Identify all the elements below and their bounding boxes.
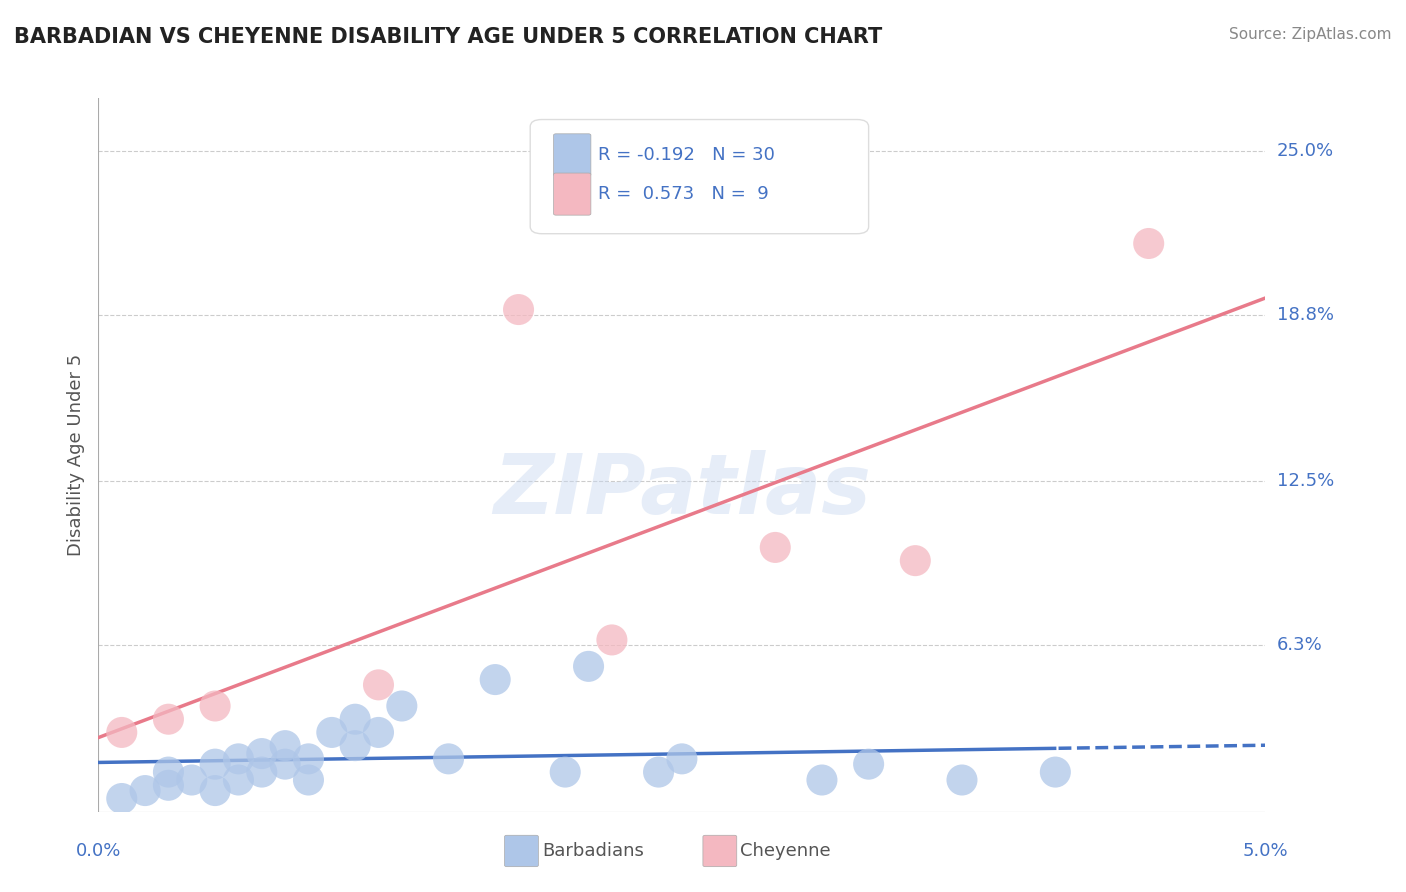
Text: 5.0%: 5.0% — [1243, 842, 1288, 860]
Point — [228, 752, 250, 766]
Point — [904, 554, 927, 568]
Text: ZIPatlas: ZIPatlas — [494, 450, 870, 531]
Point — [321, 725, 343, 739]
Text: Source: ZipAtlas.com: Source: ZipAtlas.com — [1229, 27, 1392, 42]
Text: 18.8%: 18.8% — [1277, 306, 1333, 324]
Text: 6.3%: 6.3% — [1277, 636, 1322, 654]
FancyBboxPatch shape — [554, 134, 591, 176]
Point — [274, 739, 297, 753]
Point — [437, 752, 460, 766]
Point — [204, 783, 226, 797]
Point — [367, 678, 389, 692]
Point — [297, 752, 319, 766]
FancyBboxPatch shape — [703, 835, 737, 867]
FancyBboxPatch shape — [505, 835, 538, 867]
Point — [250, 765, 273, 780]
Text: 12.5%: 12.5% — [1277, 473, 1334, 491]
Point — [157, 778, 180, 792]
Point — [274, 757, 297, 772]
Y-axis label: Disability Age Under 5: Disability Age Under 5 — [66, 354, 84, 556]
Text: Barbadians: Barbadians — [541, 842, 644, 860]
Text: R =  0.573   N =  9: R = 0.573 N = 9 — [598, 186, 769, 203]
Point — [367, 725, 389, 739]
Text: 25.0%: 25.0% — [1277, 142, 1334, 160]
Point — [950, 772, 973, 787]
Point — [157, 712, 180, 726]
Point — [297, 772, 319, 787]
Point — [111, 791, 134, 805]
Point — [647, 765, 669, 780]
Point — [858, 757, 880, 772]
Point — [250, 747, 273, 761]
Point — [344, 739, 367, 753]
Point — [204, 757, 226, 772]
Point — [554, 765, 576, 780]
Point — [134, 783, 156, 797]
Point — [484, 673, 506, 687]
Point — [508, 302, 530, 317]
Point — [204, 698, 226, 713]
Point — [228, 772, 250, 787]
Point — [1045, 765, 1067, 780]
Point — [671, 752, 693, 766]
Point — [157, 765, 180, 780]
Text: 0.0%: 0.0% — [76, 842, 121, 860]
Point — [344, 712, 367, 726]
Text: R = -0.192   N = 30: R = -0.192 N = 30 — [598, 146, 775, 164]
Point — [111, 725, 134, 739]
Text: Cheyenne: Cheyenne — [741, 842, 831, 860]
Text: BARBADIAN VS CHEYENNE DISABILITY AGE UNDER 5 CORRELATION CHART: BARBADIAN VS CHEYENNE DISABILITY AGE UND… — [14, 27, 883, 46]
FancyBboxPatch shape — [554, 173, 591, 215]
Point — [811, 772, 834, 787]
Point — [391, 698, 413, 713]
Point — [578, 659, 600, 673]
Point — [180, 772, 202, 787]
Point — [1137, 236, 1160, 251]
FancyBboxPatch shape — [530, 120, 869, 234]
Point — [763, 541, 786, 555]
Point — [600, 632, 623, 647]
